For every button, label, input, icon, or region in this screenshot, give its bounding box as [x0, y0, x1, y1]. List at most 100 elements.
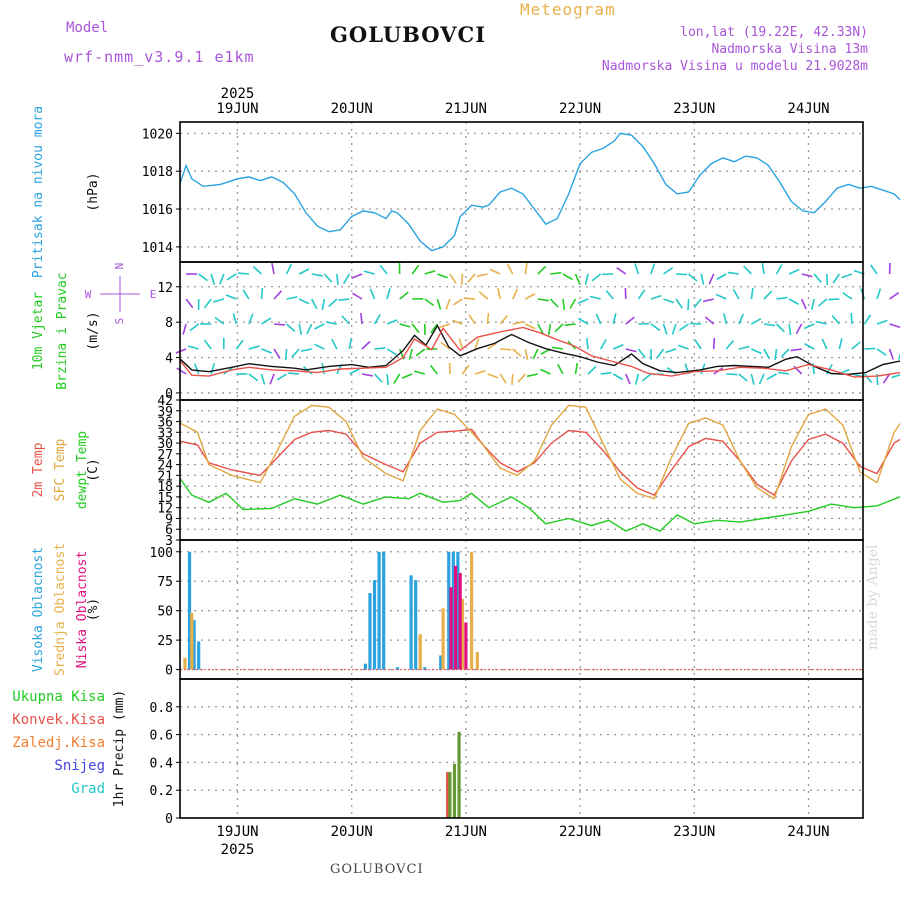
wind-compass-legend: N S W E: [85, 263, 157, 325]
wind-arrow: [399, 291, 409, 300]
wind-arrow: [458, 338, 464, 350]
bar-mid: [470, 551, 474, 670]
wind-arrow: [578, 317, 589, 325]
wind-arrow: [193, 363, 200, 375]
model-name: wrf-nmm_v3.9.1 e1km: [64, 48, 255, 66]
wind-arrow: [850, 312, 853, 325]
bar-mid: [418, 634, 422, 670]
wind-arrow: [838, 338, 843, 350]
wind-arrow: [260, 373, 266, 385]
wind-arrow: [386, 319, 398, 325]
wind-arrow: [675, 273, 688, 276]
wind-arrow: [547, 323, 552, 335]
top-day-label: 22JUN: [559, 101, 601, 117]
top-year-label: 2025: [221, 86, 255, 102]
wind-arrow: [424, 270, 436, 275]
wind-arrow: [732, 288, 740, 300]
time-axis: 19JUN 19JUN 20JUN 20JUN 21JUN 21JUN 22JUN 22JUN…: [216, 86, 829, 858]
bottom-day-label: 23JUN: [673, 824, 715, 840]
y-tick-label: 0.8: [150, 701, 173, 716]
wind-arrow: [474, 370, 486, 375]
wind-arrow: [888, 348, 894, 360]
y-tick-label: 0.6: [150, 729, 173, 744]
wind-arrow: [291, 348, 300, 358]
wind-arrow: [780, 348, 790, 358]
y-tick-label: 4: [165, 352, 173, 367]
y-tick-label: 12: [157, 502, 173, 517]
y-tick-label: 1014: [142, 241, 173, 256]
wind-arrow: [260, 287, 264, 300]
y-tick-label: 9: [165, 512, 173, 527]
bar-high: [439, 655, 443, 670]
wind-arrow: [175, 348, 187, 354]
wind-arrow: [349, 368, 360, 375]
y-axis-label: (hPa): [86, 172, 101, 211]
wind-arrow: [341, 315, 351, 325]
wind-arrow: [187, 345, 199, 350]
wind-arrow: [650, 323, 661, 331]
wind-arrow: [464, 297, 476, 300]
wind-arrow: [298, 323, 303, 335]
wind-arrow: [331, 338, 338, 350]
wind-arrow: [343, 273, 351, 284]
wind-arrow: [248, 373, 259, 382]
wind-arrow: [468, 314, 476, 325]
wind-arrow: [325, 321, 337, 325]
wind-arrow: [373, 314, 381, 325]
wind-arrow: [540, 368, 551, 375]
wind-arrow: [524, 323, 536, 330]
wind-arrow: [751, 348, 762, 355]
wind-arrow: [286, 323, 296, 332]
bar-high: [456, 551, 460, 670]
y-axis-label: 10m Vjetar: [31, 292, 46, 370]
wind-arrow: [554, 323, 564, 333]
wind-arrow: [237, 272, 249, 275]
wind-arrow: [352, 292, 363, 300]
y-tick-label: 0: [165, 387, 173, 402]
wind-arrow: [182, 323, 187, 335]
wind-arrow: [248, 345, 260, 350]
wind-arrow: [497, 288, 501, 300]
wind-arrow: [716, 273, 727, 281]
wind-arrow: [489, 268, 501, 275]
wind-legend-e: E: [150, 288, 157, 301]
panel-frame: [179, 539, 864, 680]
wind-arrow: [569, 298, 577, 309]
y-axis-label: Visoka Oblacnost: [31, 547, 46, 672]
bar-high: [197, 641, 201, 670]
bottom-year-label: 2025: [221, 842, 255, 858]
wind-arrow: [882, 373, 891, 384]
bar-low: [449, 587, 453, 670]
wind-arrow: [499, 315, 508, 325]
wind-arrow: [795, 323, 803, 335]
wind-arrow: [429, 364, 438, 375]
wind-arrow: [269, 373, 275, 385]
wind-arrow: [526, 373, 539, 378]
wind-arrow: [198, 273, 208, 282]
y-tick-label: 15: [157, 491, 173, 506]
wind-arrow: [252, 266, 263, 275]
y-tick-label: 27: [157, 448, 173, 463]
wind-arrow: [813, 273, 822, 283]
wind-arrow: [314, 323, 325, 330]
wind-arrow: [261, 317, 272, 325]
wind-arrow: [225, 294, 237, 300]
wind-arrow: [656, 348, 665, 359]
bar-mid: [441, 608, 445, 670]
wind-arrow: [549, 298, 559, 308]
y-tick-label: 25: [157, 634, 173, 649]
wind-arrow: [662, 323, 668, 335]
y-tick-label: 75: [157, 575, 173, 590]
wind-arrow: [189, 323, 200, 332]
y-tick-label: 8: [165, 316, 173, 331]
wind-arrow: [700, 273, 705, 285]
bar-total: [448, 772, 452, 818]
wind-arrow: [605, 289, 614, 300]
wind-arrow: [803, 323, 815, 330]
wind-arrow: [585, 337, 589, 350]
y-axis-label: 1hr Precip (mm): [112, 690, 127, 807]
wind-arrow: [743, 265, 752, 275]
wind-arrow: [694, 339, 702, 350]
wind-arrow: [537, 323, 544, 335]
